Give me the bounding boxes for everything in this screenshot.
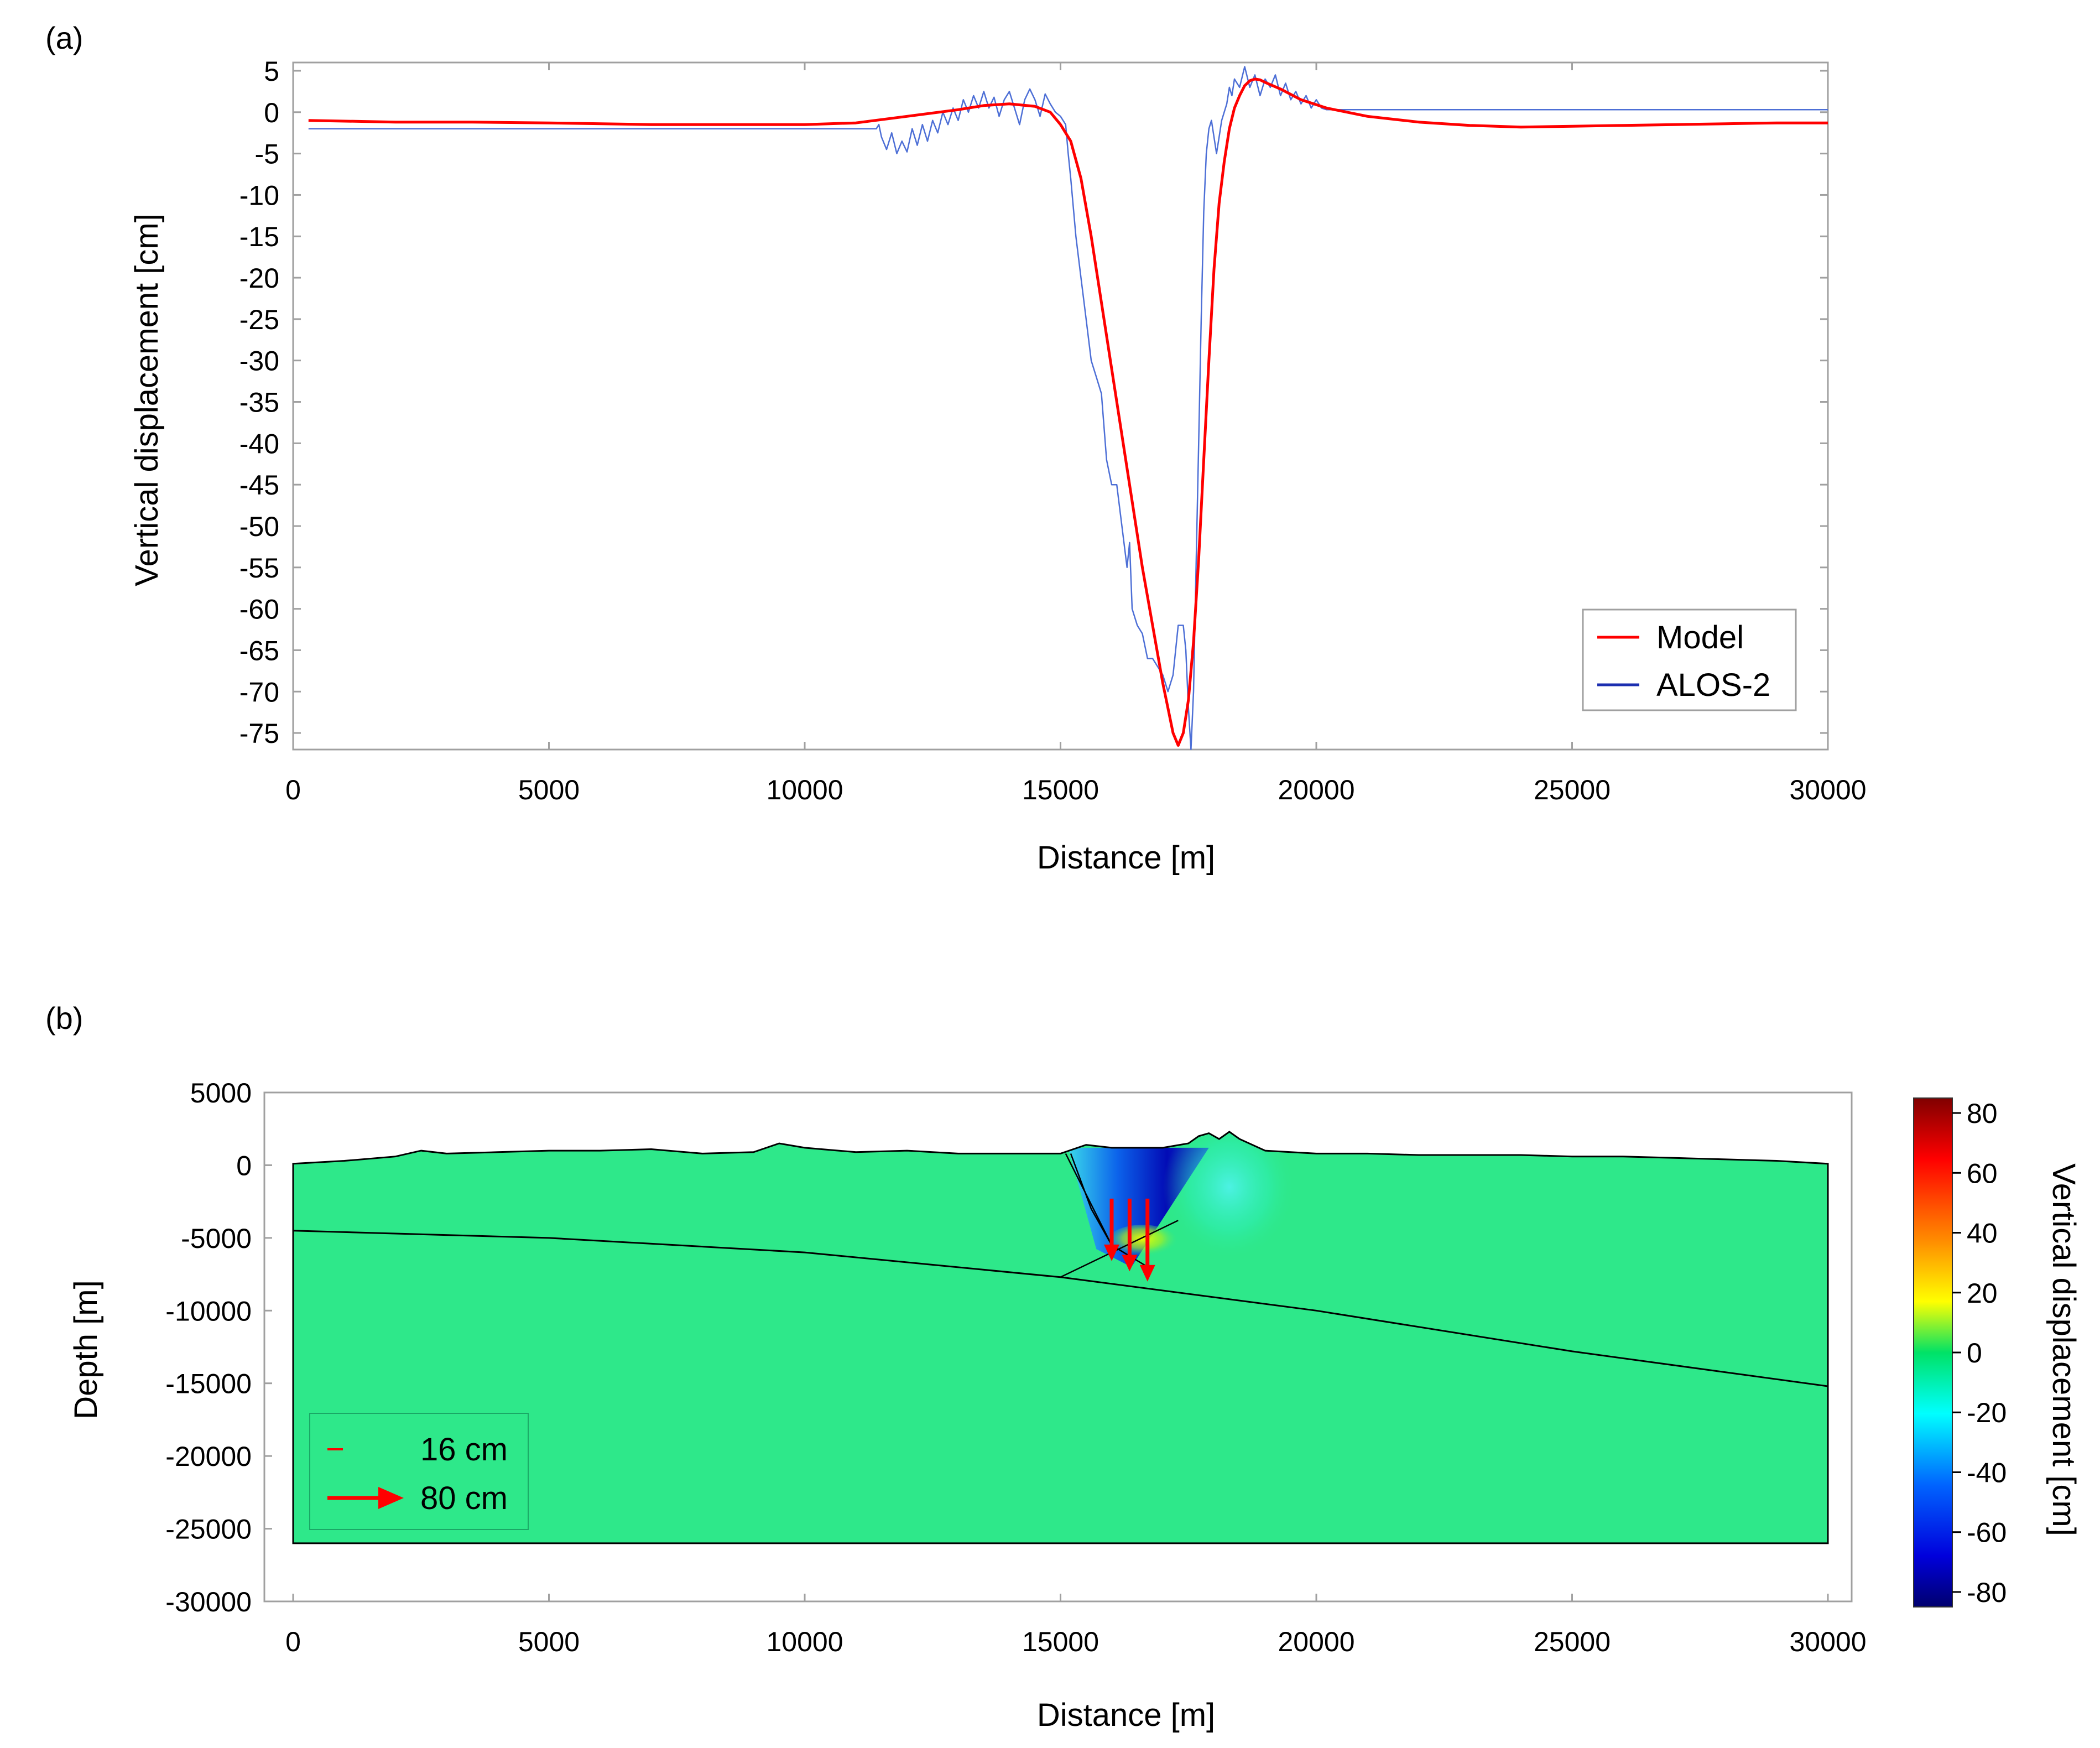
- arrow-legend-box: [309, 1413, 529, 1530]
- y-tick-label: 0: [236, 1150, 252, 1181]
- y-tick-label: -5: [255, 139, 279, 170]
- colorbar: 80 60 40 20 0 -20 -40 -60 -80 Vertical displacem…: [1913, 1097, 2082, 1608]
- colorbar-gradient: [1913, 1097, 1953, 1607]
- colorbar-title: Vertical displacement [cm]: [2046, 1163, 2082, 1536]
- x-tick-label: 15000: [1022, 1626, 1099, 1657]
- y-tick-label: -70: [239, 677, 279, 707]
- x-tick-label: 25000: [1534, 774, 1611, 805]
- panel-b-x-tick-labels: 0 5000 10000 15000 20000 25000 30000: [285, 1626, 1866, 1657]
- y-tick-label: 5: [264, 56, 279, 87]
- y-tick-label: -55: [239, 553, 279, 584]
- y-tick-label: -20: [239, 263, 279, 294]
- panel-b-model-domain: [292, 1131, 1829, 1544]
- y-tick-label: -20000: [165, 1441, 252, 1472]
- displacement-arrow-head: [1104, 1244, 1119, 1261]
- colorbar-tick-label: 0: [1967, 1338, 1982, 1369]
- x-tick-label: 5000: [518, 774, 580, 805]
- y-tick-label: -30000: [165, 1586, 252, 1617]
- legend-label-alos2: ALOS-2: [1656, 667, 1770, 703]
- arrow-scale-legend: 16 cm 80 cm: [309, 1413, 529, 1530]
- x-tick-label: 20000: [1278, 1626, 1354, 1657]
- colorbar-ticks: 80 60 40 20 0 -20 -40 -60 -80: [1952, 1098, 2007, 1608]
- uplift-anomaly: [1163, 1132, 1296, 1260]
- colorbar-tick-label: 40: [1967, 1218, 1998, 1249]
- arrow-16cm-label: 16 cm: [420, 1432, 508, 1468]
- panel-b: (b) 5000 0 -5000 -10000 -15000 -20000 -25000 -3…: [45, 1001, 2082, 1733]
- colorbar-tick-label: 20: [1967, 1278, 1998, 1309]
- colorbar-tick-label: -40: [1967, 1457, 2007, 1488]
- y-tick-label: -10: [239, 180, 279, 211]
- colorbar-tick-label: -60: [1967, 1517, 2007, 1548]
- displacement-field: [293, 1132, 1828, 1543]
- panel-b-label: (b): [45, 1001, 83, 1036]
- background-field: [293, 1132, 1828, 1543]
- y-tick-label: -50: [239, 511, 279, 542]
- y-tick-label: -40: [239, 428, 279, 459]
- y-tick-label: -10000: [165, 1296, 252, 1326]
- panel-a-frame: [292, 61, 1829, 751]
- y-tick-label: -60: [239, 594, 279, 625]
- displacement-anomalies: [1068, 1132, 1296, 1267]
- x-tick-label: 5000: [518, 1626, 580, 1657]
- x-tick-label: 15000: [1022, 774, 1099, 805]
- panel-a: (a) 5 0 -5 -10 -15 -20 -25 -30 -35 -40 -45 -50 -55 -6…: [45, 20, 1867, 876]
- x-tick-label: 10000: [766, 1626, 843, 1657]
- panel-a-series: [308, 66, 1828, 751]
- colorbar-tick-label: -20: [1967, 1397, 2007, 1428]
- y-tick-label: -35: [239, 387, 279, 418]
- panel-a-x-axis-title: Distance [m]: [1037, 840, 1215, 876]
- displacement-arrow-head: [1139, 1265, 1155, 1282]
- y-tick-label: 5000: [190, 1078, 252, 1109]
- panel-b-y-axis-title: Depth [m]: [68, 1280, 104, 1419]
- arrow-80cm-label: 80 cm: [420, 1480, 508, 1516]
- ramp-fault-line: [1060, 1220, 1179, 1278]
- arrow-80cm-head: [378, 1487, 404, 1509]
- ramp-fault-line: [1070, 1153, 1113, 1246]
- panel-a-x-tick-labels: 0 5000 10000 15000 20000 25000 30000: [285, 774, 1866, 805]
- panel-a-legend: Model ALOS-2: [1582, 608, 1797, 711]
- displacement-arrows: [1104, 1198, 1155, 1282]
- panel-a-label: (a): [45, 20, 83, 55]
- series-line-model: [308, 77, 1828, 747]
- panel-a-y-tick-labels: 5 0 -5 -10 -15 -20 -25 -30 -35 -40 -45 -50 -55 -60 -65…: [239, 56, 279, 749]
- panel-b-y-tick-labels: 5000 0 -5000 -10000 -15000 -20000 -25000 -30000: [165, 1078, 252, 1617]
- y-tick-label: -15000: [165, 1369, 252, 1400]
- panel-b-frame: [263, 1091, 1853, 1603]
- x-tick-label: 30000: [1789, 1626, 1866, 1657]
- y-tick-label: 0: [264, 97, 279, 128]
- y-tick-label: -25000: [165, 1514, 252, 1545]
- panel-b-ticks: [264, 1091, 1829, 1603]
- y-tick-label: -15: [239, 221, 279, 252]
- y-tick-label: -30: [239, 346, 279, 377]
- y-tick-label: -75: [239, 718, 279, 749]
- model-outline: [292, 1131, 1829, 1544]
- colorbar-tick-label: 80: [1967, 1098, 1998, 1129]
- y-tick-label: -25: [239, 304, 279, 335]
- colorbar-tick-label: 60: [1967, 1158, 1998, 1189]
- x-tick-label: 10000: [766, 774, 843, 805]
- x-tick-label: 0: [285, 774, 301, 805]
- panel-b-x-axis-title: Distance [m]: [1037, 1697, 1215, 1733]
- legend-label-model: Model: [1656, 620, 1744, 655]
- y-tick-label: -45: [239, 470, 279, 501]
- positive-anomaly: [1106, 1225, 1179, 1260]
- panel-a-plot-area: [293, 63, 1828, 750]
- colorbar-tick-label: -80: [1967, 1577, 2007, 1608]
- legend-box: [1582, 608, 1797, 711]
- displacement-arrow-head: [1122, 1255, 1138, 1272]
- x-tick-label: 30000: [1789, 774, 1866, 805]
- x-tick-label: 25000: [1534, 1626, 1611, 1657]
- y-tick-label: -65: [239, 635, 279, 666]
- panel-a-y-axis-title: Vertical displacement [cm]: [129, 214, 165, 586]
- x-tick-label: 0: [285, 1626, 301, 1657]
- x-tick-label: 20000: [1278, 774, 1354, 805]
- y-tick-label: -5000: [181, 1223, 252, 1254]
